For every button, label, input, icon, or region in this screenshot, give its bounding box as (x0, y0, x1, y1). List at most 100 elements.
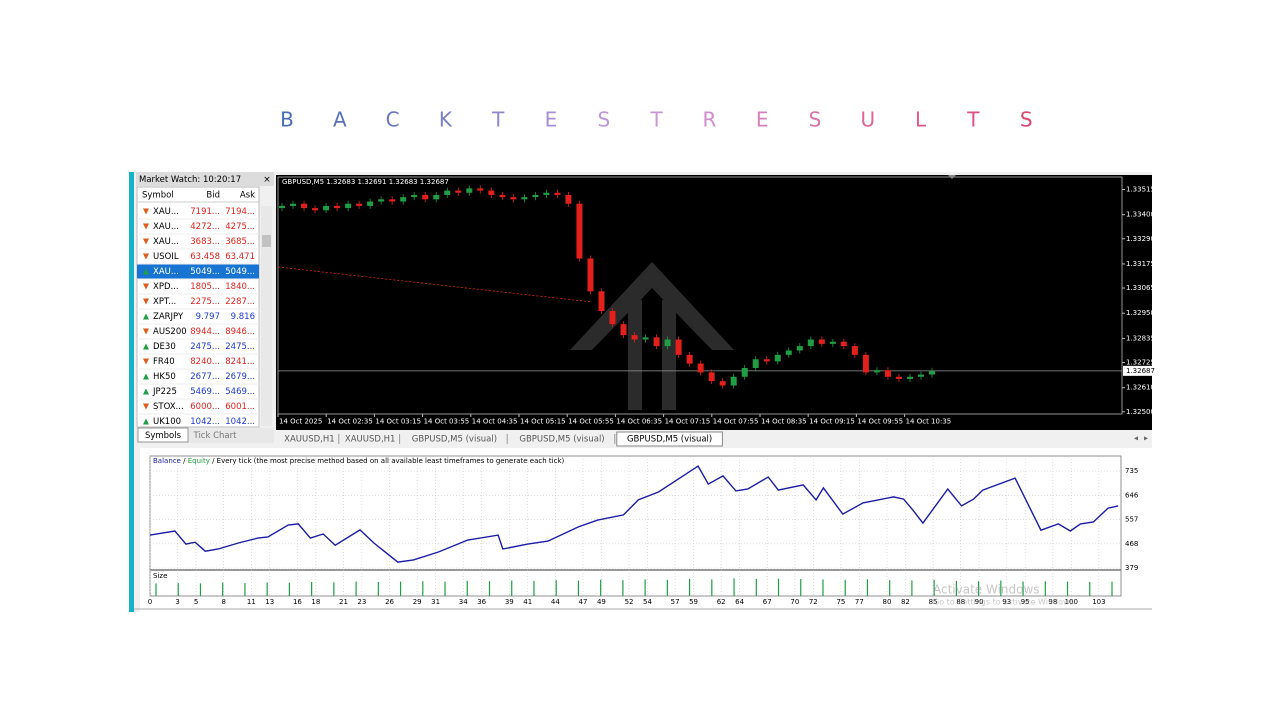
candle (785, 350, 792, 355)
market-watch-table (136, 186, 260, 428)
candle (719, 381, 726, 386)
tab-active[interactable] (137, 427, 189, 443)
scrollbar[interactable] (261, 206, 272, 426)
market-tab[interactable]: Symbols (145, 431, 182, 441)
x-tick-label: 57 (671, 598, 680, 606)
title-letter: A (333, 108, 347, 132)
symbol: XPD... (153, 282, 179, 292)
candle (532, 194, 539, 198)
x-tick-label: 93 (1002, 598, 1011, 606)
x-tick-label: 64 (735, 598, 744, 606)
time-label: 14 Oct 05:55 (568, 418, 614, 426)
price-label: 1.33515 (1126, 185, 1155, 193)
x-tick-label: 85 (929, 598, 938, 606)
watermark-text: Go to Settings to activate Windows. (933, 598, 1076, 607)
symbol: XAU... (153, 267, 179, 277)
x-tick-label: 54 (643, 598, 652, 606)
ask: 1042... (225, 417, 255, 427)
candle (873, 370, 880, 373)
x-tick-label: 62 (717, 598, 726, 606)
symbol: UK100 (153, 417, 181, 427)
price-label: 1.33065 (1126, 284, 1155, 292)
ask: 7194... (225, 207, 255, 217)
candle (829, 341, 836, 344)
chart-tab[interactable]: GBPUSD,M5 (visual) (627, 435, 712, 445)
direction-icon (143, 328, 149, 335)
close-icon[interactable]: × (263, 175, 271, 185)
candle (290, 203, 297, 206)
candle (620, 324, 627, 336)
time-label: 14 Oct 06:35 (616, 418, 662, 426)
candle (774, 354, 781, 362)
market-tab[interactable]: Tick Chart (193, 431, 238, 441)
chart-tab[interactable]: GBPUSD,M5 (visual) (519, 435, 604, 445)
candle (840, 341, 847, 347)
equity-frame (149, 455, 1122, 597)
x-tick-label: 18 (311, 598, 320, 606)
candle (356, 203, 363, 206)
bid: 9.797 (196, 312, 220, 322)
title-letter: U (860, 108, 875, 132)
scroll-thumb[interactable] (262, 235, 271, 247)
column-header: Ask (240, 191, 255, 201)
symbol: FR40 (153, 357, 175, 367)
bid: 2275... (190, 297, 220, 307)
direction-icon (143, 223, 149, 230)
ask: 63.471 (225, 252, 255, 262)
x-tick-label: 90 (975, 598, 984, 606)
direction-icon (143, 358, 149, 365)
candle (763, 359, 770, 362)
direction-icon (143, 268, 149, 275)
shift-marker (948, 175, 956, 179)
tab-scroll-left[interactable]: ◂ (1134, 434, 1138, 443)
candle (345, 203, 352, 209)
x-tick-label: 70 (790, 598, 799, 606)
direction-icon (143, 208, 149, 215)
title-letter: C (386, 108, 400, 132)
price-label: 1.32950 (1126, 309, 1155, 317)
title-letter: T (966, 108, 980, 132)
candle (917, 374, 924, 377)
candle (378, 199, 385, 202)
candle (895, 376, 902, 379)
x-tick-label: 41 (523, 598, 532, 606)
selected-row[interactable] (137, 264, 259, 279)
symbol: DE30 (153, 342, 176, 352)
title-letter: T (491, 108, 505, 132)
x-tick-label: 82 (901, 598, 910, 606)
chart-tab[interactable]: XAUUSD,H1 (284, 435, 335, 445)
candle (466, 188, 473, 193)
direction-icon (143, 238, 149, 245)
tab-scroll-right[interactable]: ▸ (1144, 434, 1148, 443)
chart-tab[interactable]: GBPUSD,M5 (visual) (412, 435, 497, 445)
candle (642, 337, 649, 340)
chart-tab-active[interactable] (616, 431, 723, 447)
direction-icon (143, 388, 149, 395)
x-tick-label: 16 (293, 598, 302, 606)
y-tick-label: 468 (1125, 540, 1138, 548)
time-label: 14 Oct 03:55 (424, 418, 470, 426)
candle (752, 359, 759, 368)
x-tick-label: 29 (413, 598, 422, 606)
candle (587, 258, 594, 292)
candle (543, 192, 550, 195)
bid: 2677... (190, 372, 220, 382)
time-label: 14 Oct 08:35 (761, 418, 807, 426)
time-label: 14 Oct 04:35 (472, 418, 518, 426)
candle (796, 346, 803, 351)
legend-item: Balance (153, 457, 181, 465)
candle (708, 372, 715, 382)
chart-tab[interactable]: XAUUSD,H1 (345, 435, 396, 445)
direction-icon (143, 298, 149, 305)
legend-item: / Every tick (the most precise method ba… (210, 457, 565, 465)
bid: 2475... (190, 342, 220, 352)
time-label: 14 Oct 02:35 (327, 418, 373, 426)
symbol: XAU... (153, 222, 179, 232)
column-header: Bid (206, 191, 220, 201)
candle (862, 354, 869, 373)
candle (334, 205, 341, 209)
candle (675, 339, 682, 355)
watermark-text: Activate Windows (933, 583, 1040, 597)
title-letter: T (649, 108, 663, 132)
